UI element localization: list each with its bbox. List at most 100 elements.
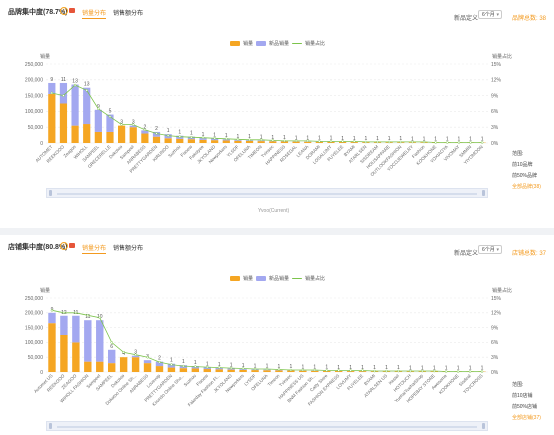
bar-value-label: 1 (446, 136, 449, 142)
ratio-point (158, 360, 161, 364)
range-option-all[interactable]: 全部店铺(37) (512, 415, 541, 421)
bar-sales (222, 140, 230, 143)
bar-value-label: 11 (61, 77, 66, 83)
bar-sales (167, 367, 176, 372)
bar-sales (227, 369, 235, 372)
tab-sales-distribution[interactable]: 销量分布 (82, 243, 107, 254)
ratio-point (349, 369, 352, 372)
ratio-point (306, 139, 309, 143)
ratio-point (364, 140, 368, 144)
ratio-point (259, 138, 263, 142)
period-select[interactable]: 6个月 ▾ (478, 10, 502, 19)
bar-value-label: 3 (132, 120, 135, 126)
ratio-point (341, 140, 344, 143)
slider-handle-left[interactable] (49, 423, 52, 429)
ratio-point (265, 367, 269, 371)
bar-value-label: 1 (433, 365, 436, 371)
slider-handle-right[interactable] (482, 190, 485, 196)
legend-label: 销量 (243, 41, 254, 47)
period-select[interactable]: 6个月 ▾ (478, 245, 502, 254)
chart-zoom-slider[interactable] (46, 188, 488, 198)
bar-value-label: 1 (271, 135, 274, 141)
ratio-point (155, 132, 158, 135)
y-tick-label: 0 (40, 141, 43, 147)
bar-sales (245, 140, 254, 143)
range-option-top50pct[interactable]: 前50%品牌 (512, 173, 538, 179)
ratio-point (170, 363, 173, 366)
slider-handle-right[interactable] (482, 423, 485, 429)
ratio-point (387, 140, 391, 144)
chart-zoom-slider[interactable] (46, 421, 488, 431)
bar-value-label: 1 (202, 132, 205, 138)
y-tick-label: 100,000 (25, 340, 43, 346)
legend-label: 新品销量 (269, 41, 290, 47)
ratio-point (277, 368, 281, 371)
bar-sales (107, 363, 116, 372)
range-option-top10[interactable]: 前10品牌 (512, 162, 533, 168)
slider-handle-left[interactable] (49, 190, 52, 196)
bar-sales (275, 370, 283, 372)
bar-value-label: 1 (399, 136, 402, 142)
ratio-point (86, 314, 90, 317)
bar-new-sales (155, 361, 164, 367)
range-option-all[interactable]: 全部品牌(38) (512, 184, 541, 190)
ratio-point (166, 134, 170, 137)
bar-value-label: 1 (376, 136, 379, 142)
x-tick-label: Suzhou (183, 373, 198, 388)
bar-sales (211, 140, 219, 143)
bar-sales (72, 342, 80, 372)
ratio-point (411, 140, 414, 144)
bar-value-label: 1 (290, 364, 293, 370)
legend-label: 销量 (243, 276, 254, 282)
range-option-top10[interactable]: 前10店铺 (512, 393, 533, 399)
video-icon[interactable] (69, 243, 75, 248)
bar-value-label: 1 (397, 365, 400, 371)
ratio-point (446, 141, 449, 144)
y2-tick-label: 6% (491, 109, 499, 115)
ratio-point (399, 140, 403, 144)
ratio-point (236, 138, 240, 141)
y-tick-label: 200,000 (25, 311, 43, 317)
bar-sales (119, 357, 128, 372)
y2-tick-label: 9% (491, 93, 499, 99)
bar-sales (179, 368, 188, 372)
y-tick-label: 250,000 (25, 62, 43, 68)
ratio-point (352, 140, 356, 143)
bar-value-label: 1 (278, 364, 281, 370)
ratio-point (97, 107, 100, 111)
info-icon[interactable]: i (60, 242, 68, 250)
ratio-point (373, 369, 376, 373)
bar-sales (203, 369, 211, 372)
bar-value-label: 1 (349, 365, 352, 371)
y-tick-label: 50,000 (28, 125, 44, 131)
legend-swatch (230, 41, 240, 46)
y-axis-label: 销量 (40, 53, 50, 60)
ratio-point (361, 369, 364, 372)
bar-value-label: 1 (254, 363, 257, 369)
tab-revenue-distribution[interactable]: 销售额分布 (113, 11, 144, 17)
y-tick-label: 200,000 (25, 78, 43, 84)
bar-value-label: 13 (84, 82, 90, 88)
info-icon[interactable]: i (60, 7, 68, 15)
ratio-point (468, 370, 472, 373)
period-select-value: 6个月 (482, 12, 495, 18)
ratio-point (213, 137, 216, 140)
range-option-top50pct[interactable]: 前50%店铺 (512, 404, 538, 410)
bar-value-label: 1 (295, 135, 298, 141)
bar-new-sales (96, 320, 104, 362)
bar-value-label: 1 (301, 364, 304, 370)
ratio-point (146, 355, 149, 359)
range-label: 范围: (512, 382, 524, 388)
tab-sales-distribution[interactable]: 销量分布 (82, 8, 107, 19)
bar-sales (83, 124, 91, 143)
bar-new-sales (94, 109, 102, 132)
ratio-point (131, 123, 135, 126)
ratio-point (422, 140, 426, 144)
tab-revenue-distribution[interactable]: 销售额分布 (113, 246, 144, 252)
bar-value-label: 1 (481, 366, 484, 372)
ratio-point (337, 369, 340, 372)
ratio-point (301, 368, 305, 372)
bar-sales (155, 366, 164, 372)
bar-value-label: 1 (409, 365, 412, 371)
video-icon[interactable] (69, 8, 75, 13)
